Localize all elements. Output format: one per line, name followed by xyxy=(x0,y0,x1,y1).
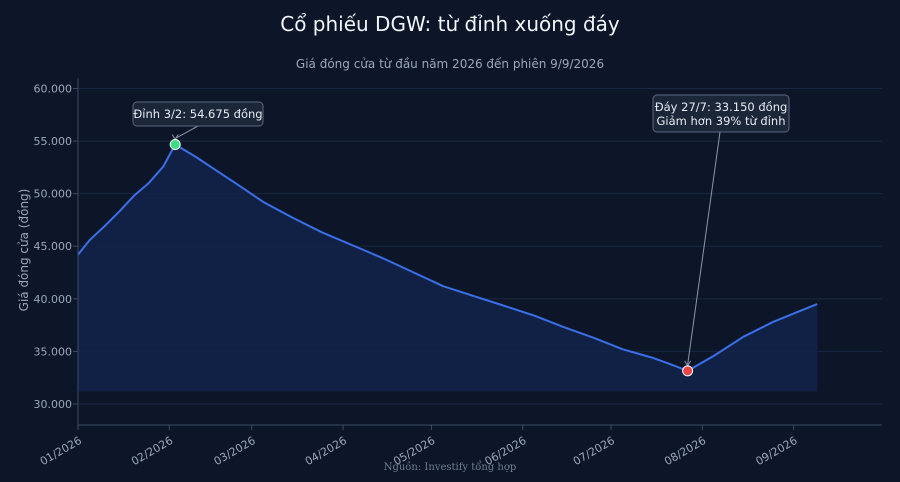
trough-label-box xyxy=(652,94,790,133)
trough-marker xyxy=(682,365,694,377)
chart-title: Cổ phiếu DGW: từ đỉnh xuống đáy xyxy=(280,12,620,36)
peak-marker xyxy=(169,139,181,151)
y-tick-label: 30.000 xyxy=(34,398,73,411)
chart-subtitle: Giá đóng cửa từ đầu năm 2026 đến phiên 9… xyxy=(295,57,605,71)
plot-area xyxy=(77,143,818,392)
peak-label-box xyxy=(132,101,264,127)
y-tick-label: 45.000 xyxy=(34,240,73,253)
y-tick-label: 50.000 xyxy=(34,188,73,201)
y-axis-label: Giá đóng cửa (đồng) xyxy=(17,189,31,312)
annotations: Đỉnh 3/2: 54.675 đồng Đáy 27/7: 33.150 đồ… xyxy=(132,94,790,377)
trough-label-text: Đáy 27/7: 33.150 đồng xyxy=(655,100,788,114)
y-tick-label: 60.000 xyxy=(34,83,73,96)
price-line xyxy=(77,143,818,372)
trough-arrow xyxy=(687,131,721,365)
y-tick-label: 55.000 xyxy=(34,135,73,148)
trough-label-text: Giảm hơn 39% từ đỉnh xyxy=(656,114,785,128)
peak-arrow xyxy=(174,125,199,139)
source-note: Nguồn: Investify tổng hợp xyxy=(383,462,517,473)
peak-label-text: Đỉnh 3/2: 54.675 đồng xyxy=(133,107,262,121)
y-tick-label: 40.000 xyxy=(34,293,73,306)
y-tick-label: 35.000 xyxy=(34,345,73,358)
price-area-fill xyxy=(78,144,818,392)
